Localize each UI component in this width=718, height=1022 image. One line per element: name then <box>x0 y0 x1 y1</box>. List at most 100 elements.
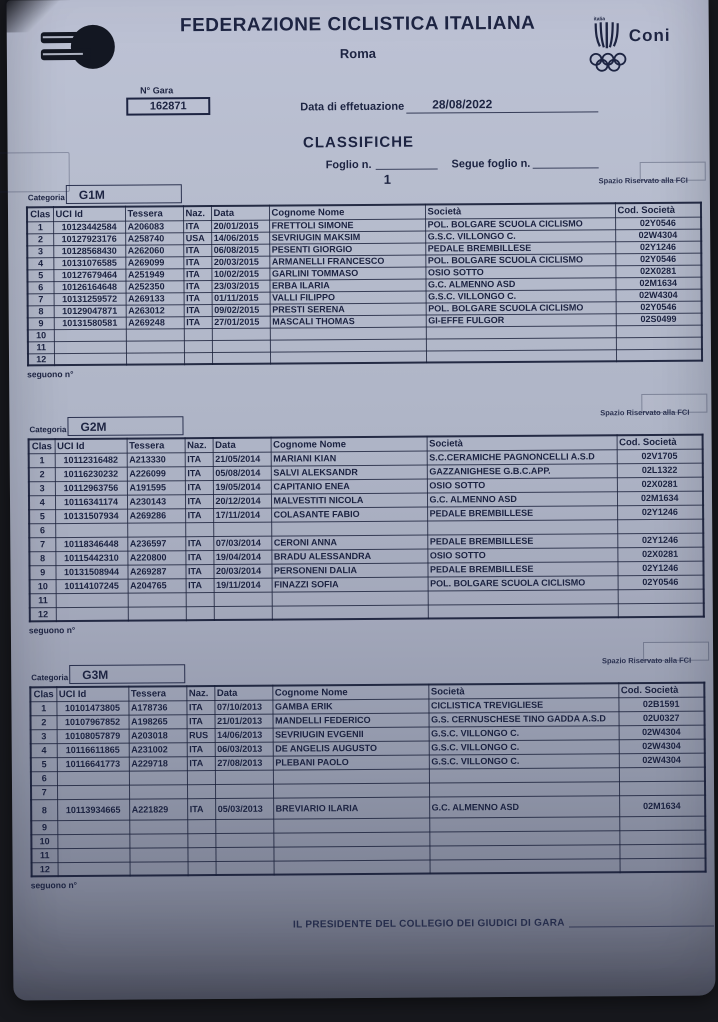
cell-data <box>215 832 274 848</box>
cell-cognome-nome <box>273 817 430 833</box>
cell-cognome-nome: FINAZZI SOFIA <box>271 576 428 592</box>
cell-societa <box>429 830 620 846</box>
cell-uci-id: 10116641773 <box>56 756 129 772</box>
cell-uci-id <box>57 819 130 835</box>
column-header-cod-societa: Cod. Società <box>618 682 705 698</box>
cell-uci-id <box>55 592 128 608</box>
column-header-societa: Società <box>424 203 616 219</box>
column-header-societa: Società <box>426 435 617 451</box>
categoria-label: Categoria <box>31 673 69 683</box>
seguono-label: seguono n° <box>30 879 78 891</box>
cell-uci-id: 10127923176 <box>53 232 126 246</box>
column-header-cognome-nome: Cognome Nome <box>270 436 427 452</box>
cell-societa <box>429 816 620 832</box>
cell-uci-id: 10116230232 <box>54 466 127 482</box>
cell-cognome-nome: PERSONENI DALIA <box>271 562 428 578</box>
cell-naz: ITA <box>184 466 213 481</box>
cell-data: 19/05/2014 <box>212 479 271 495</box>
cell-cognome-nome: DE ANGELIS AUGUSTO <box>272 740 429 756</box>
cell-cognome-nome: ARMANELLI FRANCESCO <box>269 254 426 268</box>
cell-societa: G.S.C. VILLONGO C. <box>428 753 619 769</box>
column-header-uci-id: UCI Id <box>52 206 126 222</box>
foglio-label: Foglio n. <box>325 158 372 172</box>
cell-clas: 11 <box>27 341 54 354</box>
cell-cognome-nome: SEVRIUGIN EVGENII <box>272 726 429 742</box>
cell-tessera <box>128 770 187 785</box>
cell-societa: PEDALE BREMBILLESE <box>427 533 618 549</box>
cell-data: 07/03/2014 <box>213 535 272 551</box>
cell-cognome-nome <box>273 845 430 861</box>
cell-naz: RUS <box>186 728 215 743</box>
cell-cod-societa <box>615 348 703 362</box>
date-label: Data di effetuazione <box>300 100 405 114</box>
cell-uci-id <box>56 770 129 786</box>
cell-naz <box>187 833 216 848</box>
cell-tessera: A269248 <box>125 316 184 329</box>
cell-naz: ITA <box>184 480 213 495</box>
column-header-naz: Naz. <box>186 686 215 701</box>
photo-corner-shadow <box>4 0 65 33</box>
cell-tessera <box>129 861 188 876</box>
cell-naz <box>187 819 216 834</box>
segue-foglio-blank-line <box>532 167 599 169</box>
cell-societa: S.C.CERAMICHE PAGNONCELLI A.S.D <box>426 449 617 465</box>
column-header-clas: Clas <box>28 439 55 454</box>
cell-societa: PEDALE BREMBILLESE <box>427 561 618 577</box>
cell-clas: 3 <box>30 729 57 744</box>
cell-cognome-nome: GARLINI TOMMASO <box>269 266 426 280</box>
cell-naz <box>186 784 216 799</box>
cell-cod-societa: 02W4304 <box>618 724 705 740</box>
cell-tessera: A213330 <box>126 452 185 467</box>
column-header-naz: Naz. <box>182 206 212 221</box>
cell-tessera: A229718 <box>128 756 187 771</box>
cell-clas: 11 <box>31 848 58 863</box>
cell-cod-societa: 02Y1246 <box>617 504 704 520</box>
cell-uci-id: 10116611865 <box>56 742 129 758</box>
cell-cognome-nome: PESENTI GIORGIO <box>269 242 426 256</box>
fci-reserved-label: Spazio Riservato alla FCI <box>598 175 688 186</box>
cell-clas: 5 <box>29 509 56 524</box>
cell-data: 20/03/2014 <box>213 563 272 579</box>
cell-tessera: A269286 <box>127 508 186 523</box>
cell-cod-societa: 02X0281 <box>615 264 702 278</box>
cell-cod-societa: 02Y1246 <box>617 532 704 548</box>
document-page: FEDERAZIONE CICLISTICA ITALIANA Roma ita… <box>0 0 716 1001</box>
cell-cognome-nome <box>269 350 427 364</box>
cell-data: 06/08/2015 <box>211 243 270 257</box>
cell-data: 14/06/2015 <box>211 231 270 245</box>
cell-tessera <box>127 522 186 537</box>
cell-clas: 8 <box>29 551 56 566</box>
cell-cod-societa <box>618 780 706 796</box>
cell-societa: POL. BOLGARE SCUOLA CICLISMO <box>427 575 618 591</box>
cell-cognome-nome: MALVESTITI NICOLA <box>270 492 428 508</box>
cell-tessera: A230143 <box>126 494 186 509</box>
cell-uci-id: 10131076585 <box>53 256 126 270</box>
cell-cod-societa: 02X0281 <box>617 546 704 562</box>
cell-cod-societa <box>617 588 704 604</box>
cell-uci-id <box>57 847 130 863</box>
cell-cod-societa: 02V1705 <box>616 448 703 464</box>
cell-cod-societa: 02M1634 <box>615 276 702 290</box>
categoria-value-box: G2M <box>67 416 184 437</box>
cell-societa <box>425 349 617 363</box>
cell-naz: ITA <box>183 256 212 269</box>
cell-cod-societa <box>619 857 706 873</box>
cell-cognome-nome: SALVI ALEKSANDR <box>270 464 427 480</box>
cell-cod-societa: 02W4304 <box>618 738 705 754</box>
cell-uci-id: 10113934665 <box>57 798 130 821</box>
cell-clas: 9 <box>27 317 54 330</box>
categoria-label: Categoria <box>29 425 67 435</box>
cell-data <box>211 339 270 353</box>
cell-cod-societa <box>618 766 705 782</box>
cell-societa: G.C. ALMENNO ASD <box>426 491 618 507</box>
cell-naz: ITA <box>185 578 214 593</box>
gara-number-box: 162871 <box>126 97 211 116</box>
cell-uci-id <box>55 606 128 622</box>
cell-societa: PEDALE BREMBILLESE <box>427 505 618 521</box>
cell-data <box>213 605 272 621</box>
column-header-tessera: Tessera <box>126 438 185 453</box>
cell-cod-societa <box>617 602 704 618</box>
column-header-tessera: Tessera <box>124 206 184 221</box>
cell-clas: 2 <box>30 715 57 730</box>
cell-cognome-nome: MANDELLI FEDERICO <box>272 712 429 728</box>
